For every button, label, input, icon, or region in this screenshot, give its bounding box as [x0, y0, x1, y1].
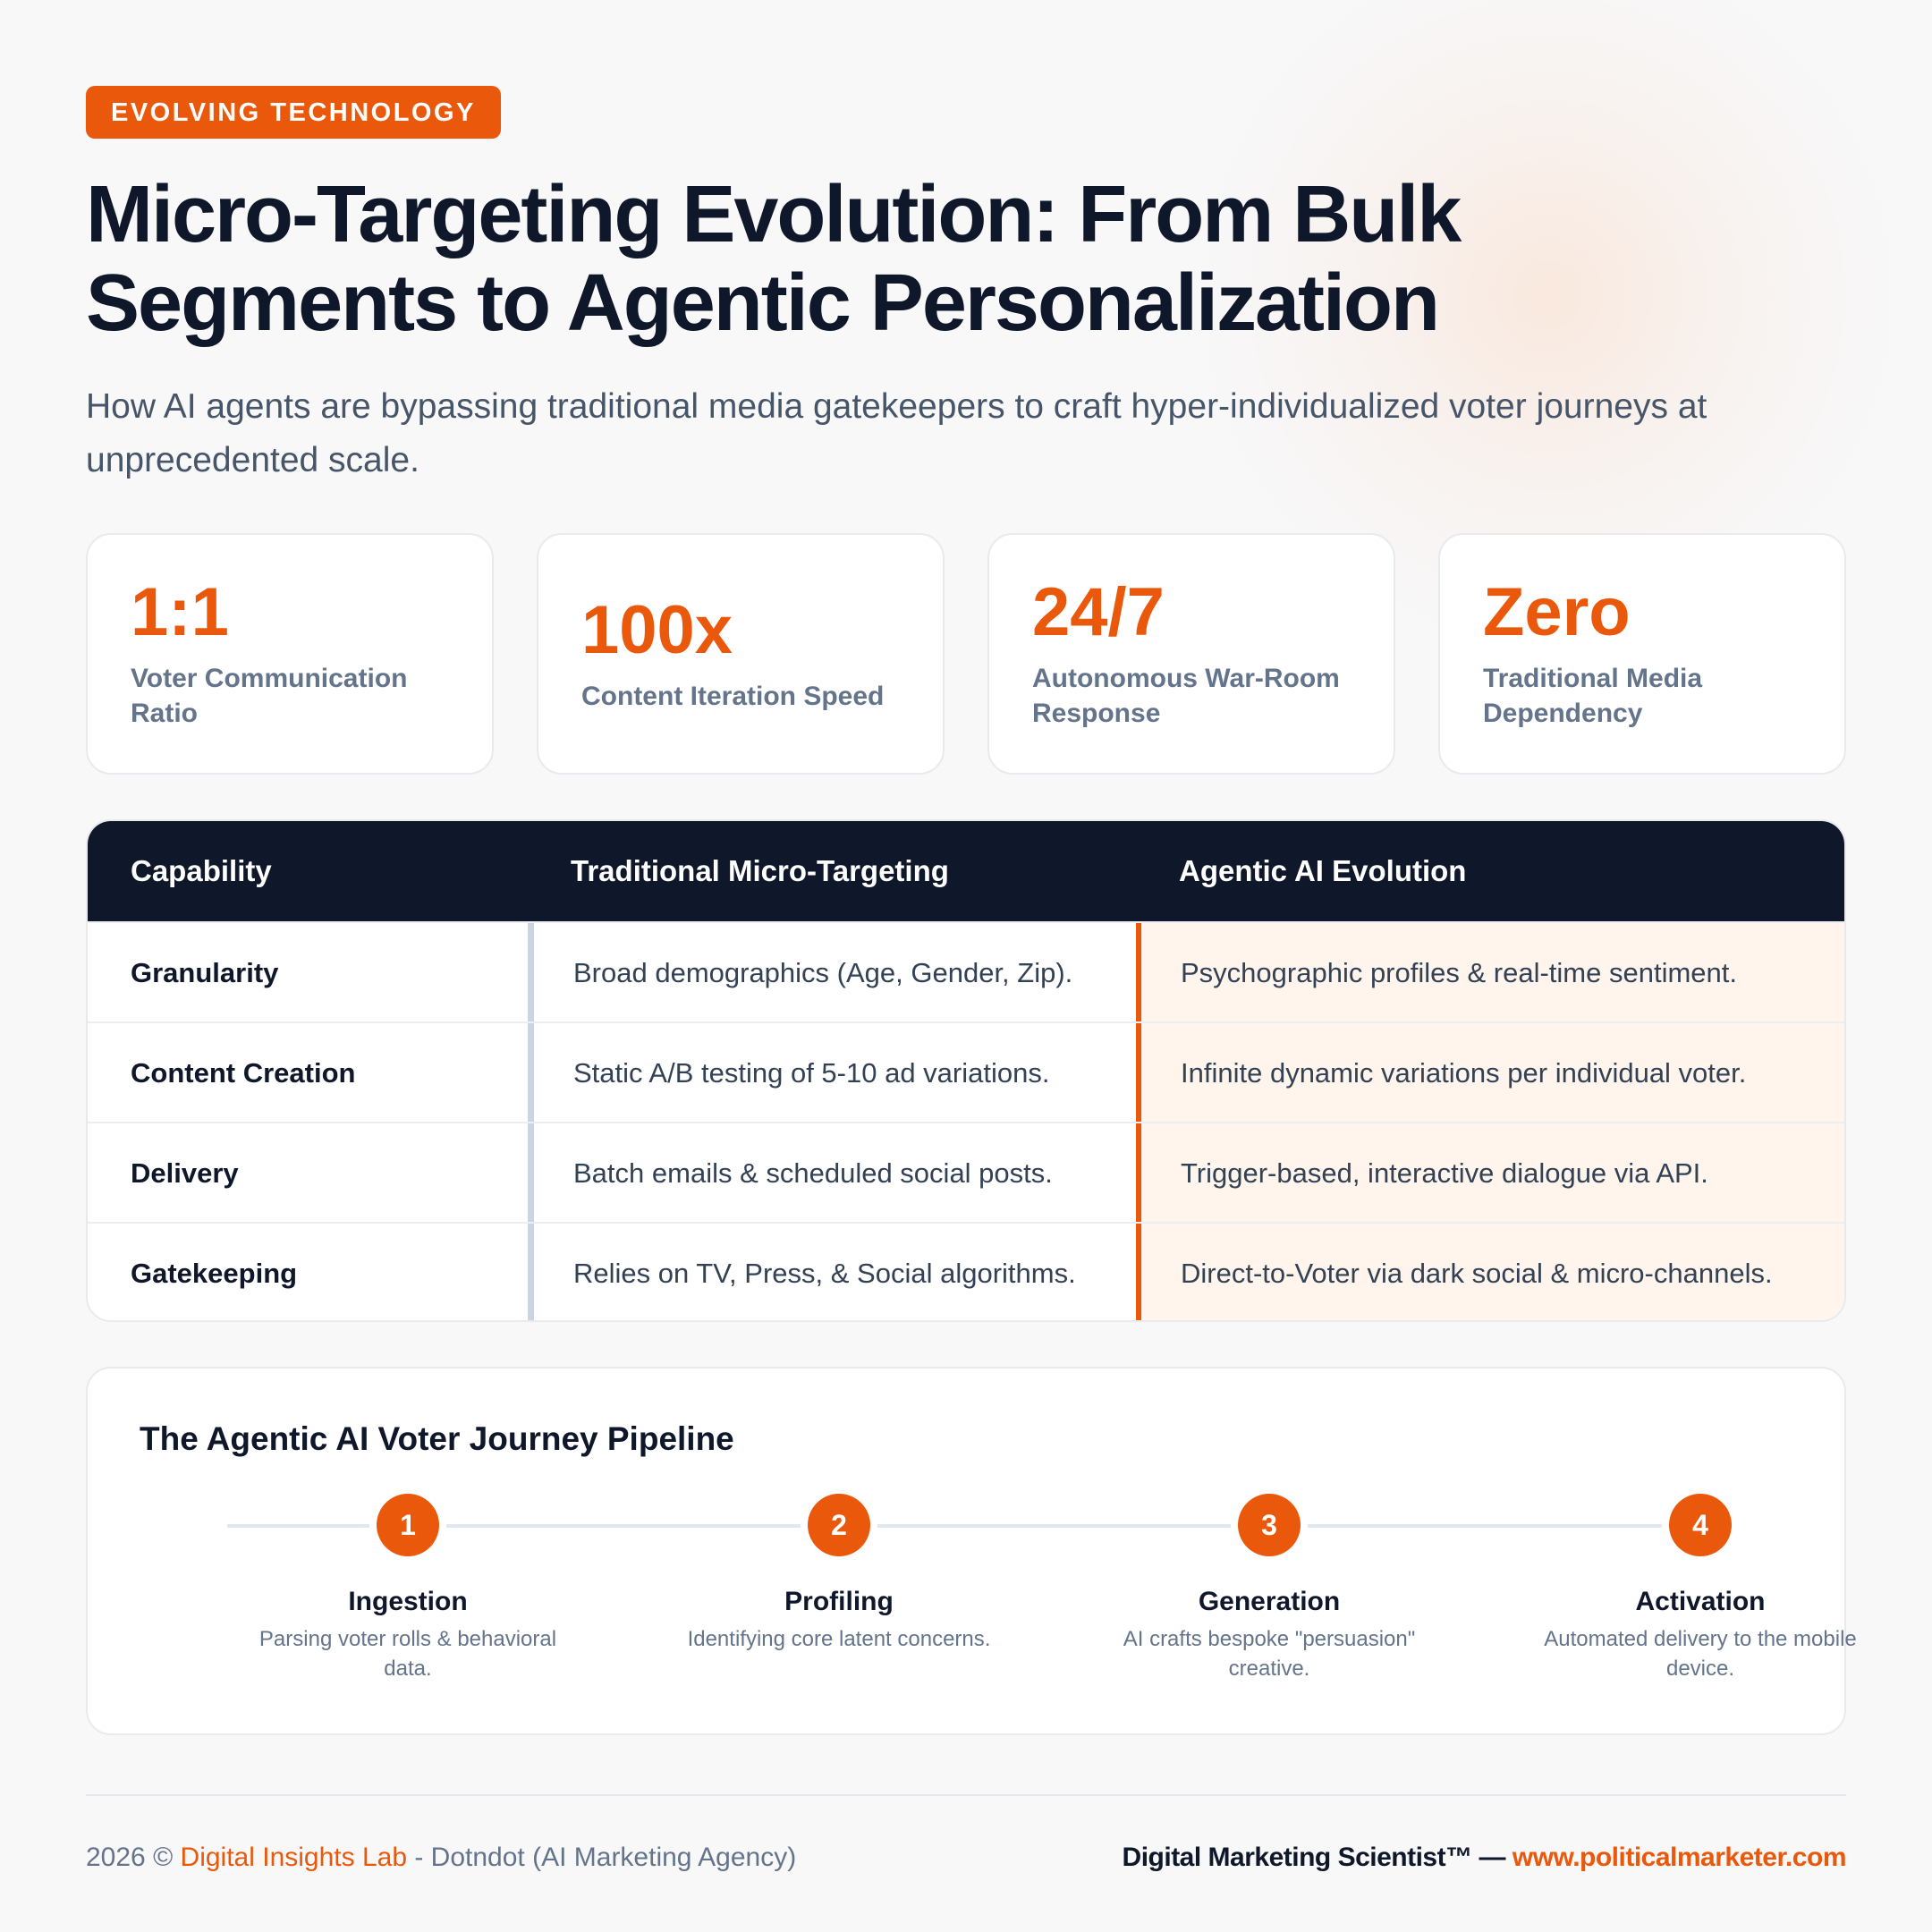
capability-cell: Gatekeeping [131, 1258, 298, 1289]
table-row: Content Creation Static A/B testing of 5… [88, 1021, 1844, 1123]
stats-row: 1:1 Voter Communication Ratio 100x Conte… [86, 533, 1846, 775]
infographic: EVOLVING TECHNOLOGY Micro-Targeting Evol… [86, 86, 1857, 1872]
page-subtitle: How AI agents are bypassing traditional … [86, 387, 1707, 479]
pipeline-step: 4 Activation Automated delivery to the m… [1508, 1494, 1893, 1683]
stat-value: 100x [581, 591, 733, 668]
stat-label: Content Iteration Speed [581, 681, 885, 711]
traditional-cell: Static A/B testing of 5-10 ad variations… [528, 1023, 1136, 1123]
stat-label: Autonomous War-Room Response [1032, 664, 1340, 728]
pipeline-step: 1 Ingestion Parsing voter rolls & behavi… [216, 1494, 600, 1683]
traditional-cell: Relies on TV, Press, & Social algorithms… [528, 1224, 1136, 1320]
footer: 2026 © Digital Insights Lab - Dotndot (A… [86, 1843, 1847, 1878]
pipeline-connector-line [227, 1524, 1707, 1528]
pipeline-step: 3 Generation AI crafts bespoke "persuasi… [1077, 1494, 1462, 1683]
footer-brand: Digital Marketing Scientist™ — www.polit… [1122, 1843, 1847, 1873]
copyright-year: 2026 © [86, 1843, 174, 1872]
brand-name: Digital Marketing Scientist™ — [1122, 1843, 1506, 1872]
stat-card: 100x Content Iteration Speed [537, 533, 945, 775]
step-name: Profiling [784, 1587, 894, 1616]
agentic-cell: Trigger-based, interactive dialogue via … [1136, 1123, 1844, 1224]
stat-value: 1:1 [131, 574, 229, 650]
pipeline-title: The Agentic AI Voter Journey Pipeline [140, 1420, 734, 1457]
capability-cell: Delivery [131, 1157, 239, 1189]
category-badge: EVOLVING TECHNOLOGY [86, 86, 501, 139]
stat-value: Zero [1483, 574, 1631, 650]
table-header: Capability Traditional Micro-Targeting A… [88, 821, 1844, 921]
footer-divider [86, 1794, 1846, 1796]
table-row: Gatekeeping Relies on TV, Press, & Socia… [88, 1222, 1844, 1320]
stat-card: 24/7 Autonomous War-Room Response [987, 533, 1395, 775]
comparison-table: Capability Traditional Micro-Targeting A… [86, 819, 1846, 1322]
stat-label: Voter Communication Ratio [131, 664, 408, 728]
step-description: Automated delivery to the mobile device. [1544, 1627, 1857, 1681]
agentic-cell: Psychographic profiles & real-time senti… [1136, 923, 1844, 1023]
stat-label: Traditional Media Dependency [1483, 664, 1703, 728]
step-name: Ingestion [348, 1587, 468, 1616]
column-header-traditional: Traditional Micro-Targeting [571, 854, 949, 887]
step-number-badge: 3 [1238, 1494, 1301, 1556]
step-description: AI crafts bespoke "persuasion" creative. [1123, 1627, 1416, 1681]
traditional-cell: Batch emails & scheduled social posts. [528, 1123, 1136, 1224]
stat-card: 1:1 Voter Communication Ratio [86, 533, 494, 775]
step-number-badge: 4 [1669, 1494, 1732, 1556]
step-number-badge: 1 [377, 1494, 439, 1556]
page-title: Micro-Targeting Evolution: From Bulk Seg… [86, 170, 1462, 348]
agentic-cell: Infinite dynamic variations per individu… [1136, 1023, 1844, 1123]
pipeline-card: The Agentic AI Voter Journey Pipeline 1 … [86, 1367, 1857, 1735]
org-link[interactable]: Digital Insights Lab [180, 1843, 408, 1872]
column-header-capability: Capability [131, 854, 272, 887]
table-row: Granularity Broad demographics (Age, Gen… [88, 921, 1844, 1023]
column-header-agentic: Agentic AI Evolution [1179, 854, 1467, 887]
capability-cell: Granularity [131, 957, 279, 988]
footer-copyright: 2026 © Digital Insights Lab - Dotndot (A… [86, 1843, 796, 1873]
traditional-cell: Broad demographics (Age, Gender, Zip). [528, 923, 1136, 1023]
step-number-badge: 2 [808, 1494, 870, 1556]
table-row: Delivery Batch emails & scheduled social… [88, 1122, 1844, 1224]
step-name: Activation [1635, 1587, 1766, 1616]
agency-text: - Dotndot (AI Marketing Agency) [414, 1843, 797, 1872]
stat-card: Zero Traditional Media Dependency [1438, 533, 1846, 775]
website-link[interactable]: www.politicalmarketer.com [1512, 1843, 1847, 1872]
agentic-cell: Direct-to-Voter via dark social & micro-… [1136, 1224, 1844, 1320]
step-name: Generation [1198, 1587, 1341, 1616]
pipeline-step: 2 Profiling Identifying core latent conc… [647, 1494, 1031, 1654]
stat-value: 24/7 [1032, 574, 1165, 650]
step-description: Identifying core latent concerns. [687, 1627, 991, 1651]
capability-cell: Content Creation [131, 1057, 356, 1089]
step-description: Parsing voter rolls & behavioral data. [258, 1627, 557, 1681]
